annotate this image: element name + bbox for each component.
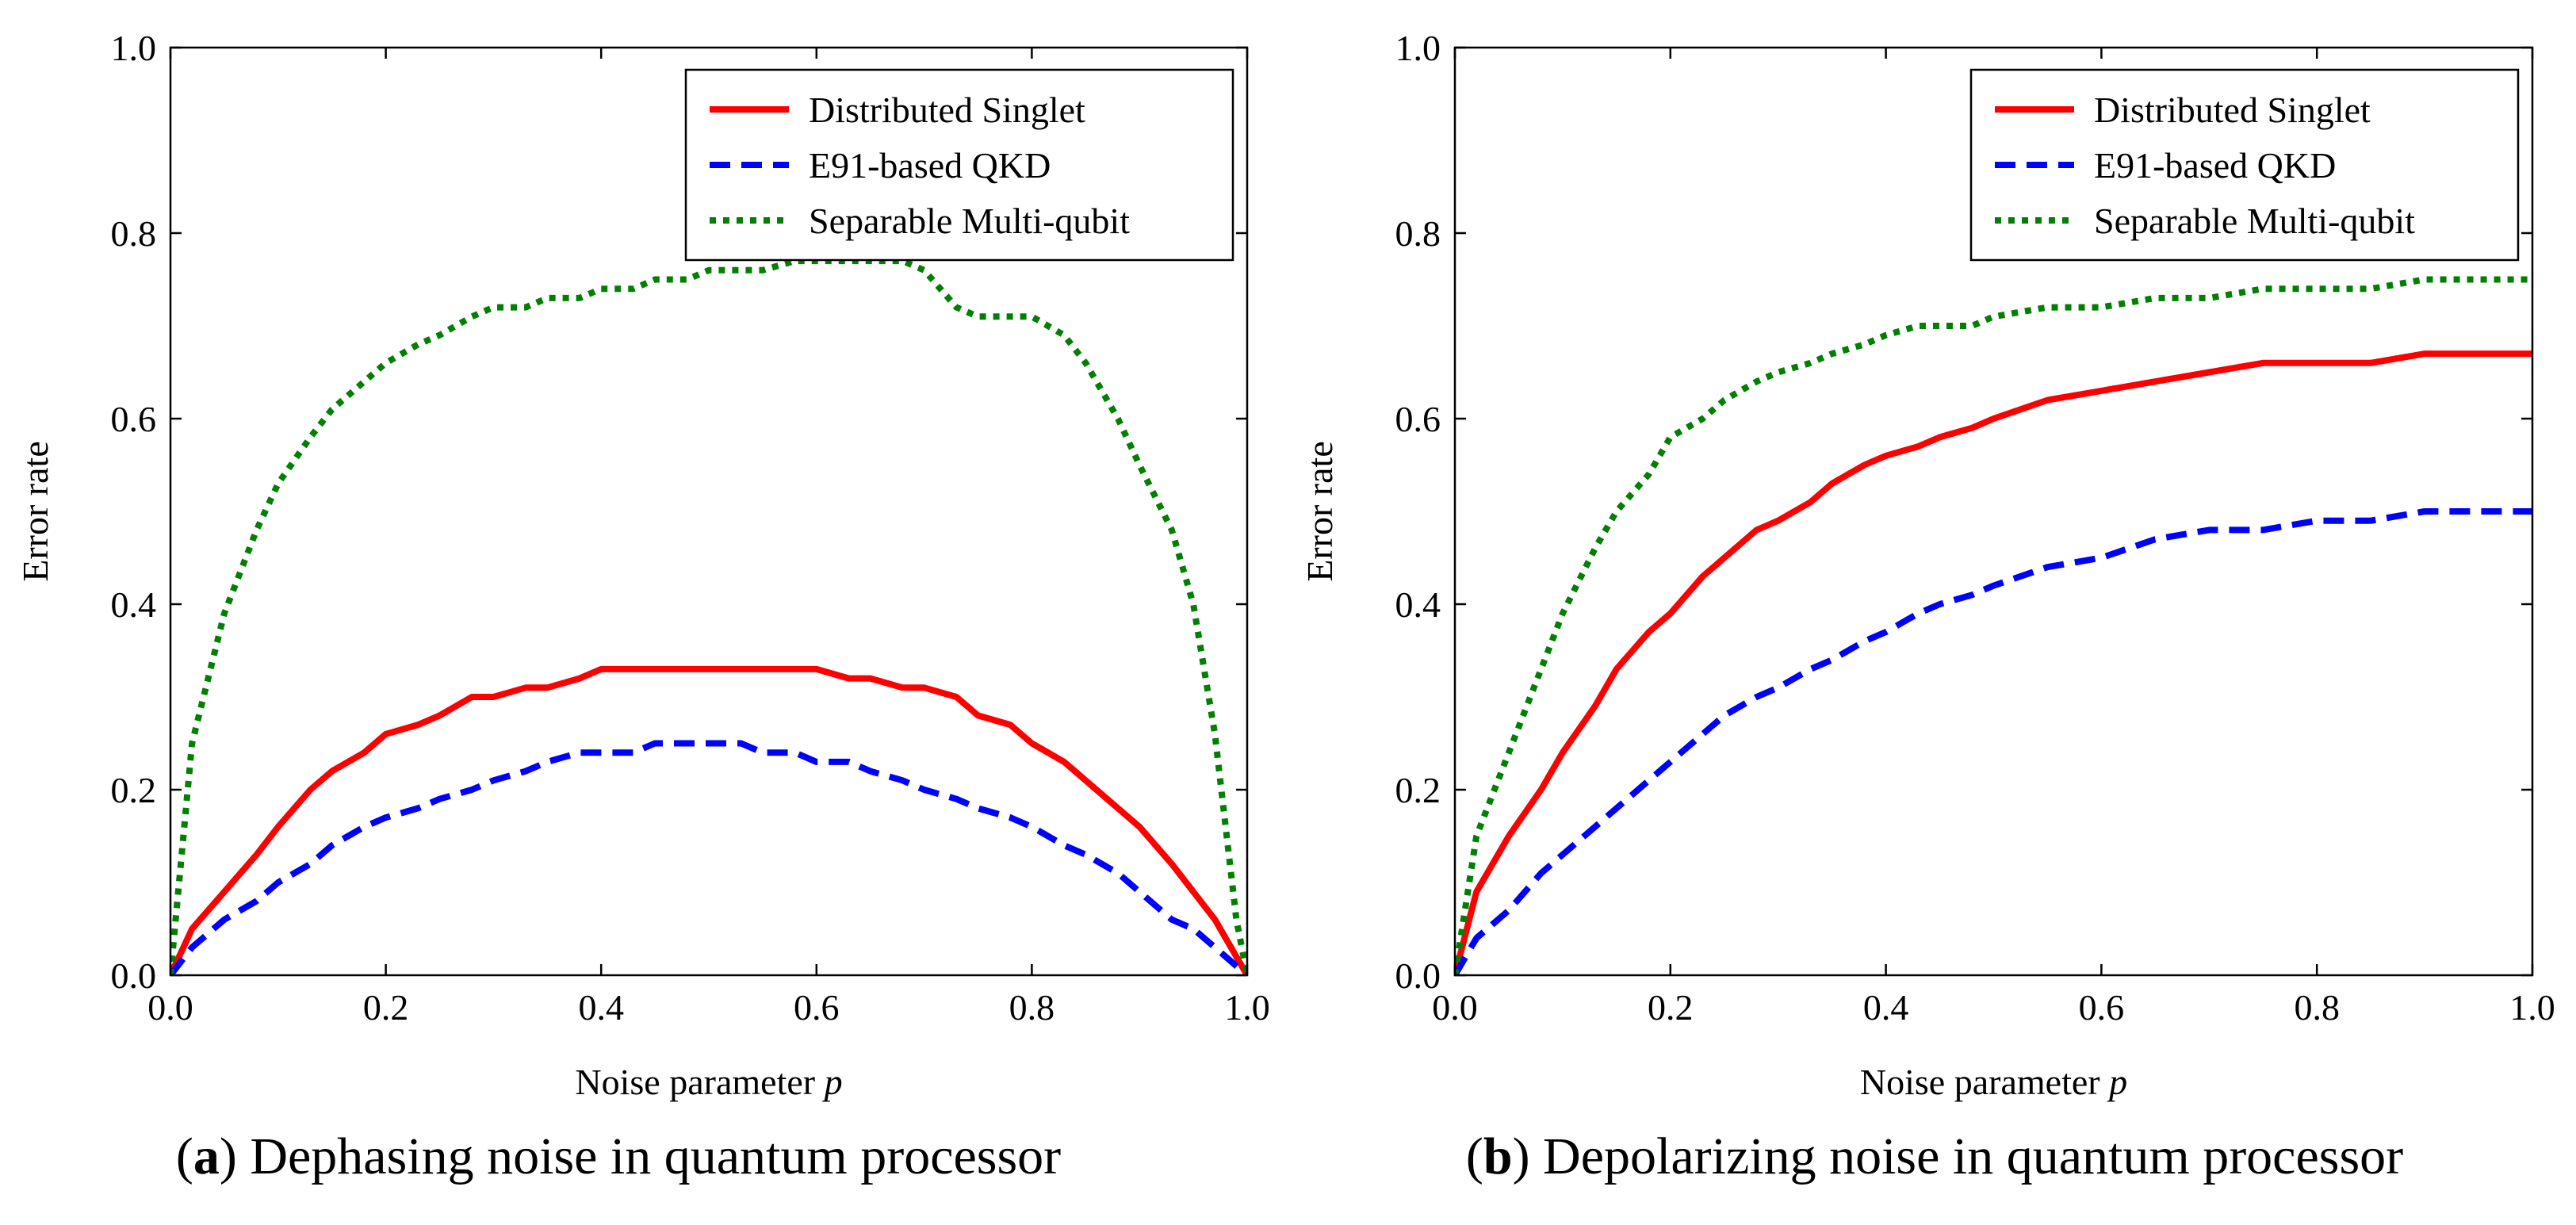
legend-label-distributed-singlet: Distributed Singlet [2094, 90, 2371, 130]
y-tick-label: 0.2 [111, 770, 157, 810]
y-tick-label: 0.0 [111, 955, 157, 996]
y-tick-label: 0.4 [111, 584, 157, 625]
y-axis-label: Error rate [15, 441, 56, 582]
legend-label-distributed-singlet: Distributed Singlet [809, 90, 1085, 130]
series-distributed-singlet-line [170, 665, 1247, 975]
series-e91-qkd-line [1455, 508, 2532, 975]
x-axis-label: Noise parameter p [1860, 1062, 2127, 1102]
svg-text:(a) Dephasing noise in quantu: (a) Dephasing noise in quantum processor [176, 1127, 1061, 1185]
legend: Distributed Singlet E91-based QKD Separabl… [684, 68, 1234, 262]
series-e91-qkd-line [170, 740, 1247, 975]
series-separable-multi-qubit-line [1455, 276, 2532, 975]
x-tick-label: 0.8 [1009, 987, 1055, 1028]
chart-depolarizing: 0.0 0.2 0.4 0.6 0.8 1.0 0.0 0.2 0.4 0.6 0.8 1.0 Nois… [1299, 28, 2555, 1102]
x-tick-label: 0.0 [147, 987, 193, 1028]
y-tick-label: 0.4 [1395, 584, 1441, 625]
x-tick-label: 1.0 [1224, 987, 1270, 1028]
y-tick-label: 0.0 [1395, 955, 1441, 996]
x-tick-label: 0.6 [2079, 987, 2125, 1028]
legend-label-separable-multi-qubit: Separable Multi-qubit [809, 201, 1130, 241]
x-tick-label: 0.0 [1432, 987, 1478, 1028]
caption-a: (a) Dephasing noise in quantum processor [176, 1127, 1061, 1185]
legend-label-separable-multi-qubit: Separable Multi-qubit [2094, 201, 2415, 241]
chart-dephasing: 0.0 0.2 0.4 0.6 0.8 1.0 0.0 0.2 0.4 0.6 0.8 1.0 Nois… [15, 28, 1270, 1102]
x-axis-label: Noise parameter p [575, 1062, 842, 1102]
legend-label-e91-qkd: E91-based QKD [809, 145, 1051, 186]
x-tick-label: 0.8 [2294, 987, 2340, 1028]
y-tick-label: 0.8 [111, 213, 157, 254]
series-distributed-singlet-line [1455, 350, 2532, 975]
caption-b: (b) Depolarizing noise in quantum proces… [1466, 1127, 2403, 1185]
caption-a-letter: a [193, 1127, 220, 1185]
svg-text:(b) Depolarizing noise in qua: (b) Depolarizing noise in quantum proces… [1466, 1127, 2403, 1185]
x-tick-label: 0.4 [1863, 987, 1909, 1028]
y-tick-label: 0.6 [111, 399, 157, 439]
x-tick-label: 0.2 [1648, 987, 1694, 1028]
legend-label-e91-qkd: E91-based QKD [2094, 145, 2336, 186]
series-separable-multi-qubit-line [170, 258, 1247, 975]
x-tick-label: 0.6 [794, 987, 840, 1028]
caption-b-letter: b [1483, 1127, 1513, 1185]
x-tick-label: 0.2 [363, 987, 409, 1028]
y-axis-label: Error rate [1299, 441, 1340, 582]
plot-frame [169, 46, 1249, 977]
x-tick-label: 0.4 [578, 987, 624, 1028]
y-tick-label: 1.0 [111, 28, 157, 68]
legend: Distributed Singlet E91-based QKD Separabl… [1969, 68, 2520, 262]
caption-a-text: Dephasing noise in quantum processor [250, 1127, 1061, 1185]
y-tick-label: 0.2 [1395, 770, 1441, 810]
x-tick-label: 1.0 [2509, 987, 2555, 1028]
plot-frame [1453, 46, 2534, 977]
caption-b-text: Depolarizing noise in quantum processor [1543, 1127, 2403, 1185]
y-tick-label: 0.6 [1395, 399, 1441, 439]
y-tick-label: 0.8 [1395, 213, 1441, 254]
y-tick-label: 1.0 [1395, 28, 1441, 68]
